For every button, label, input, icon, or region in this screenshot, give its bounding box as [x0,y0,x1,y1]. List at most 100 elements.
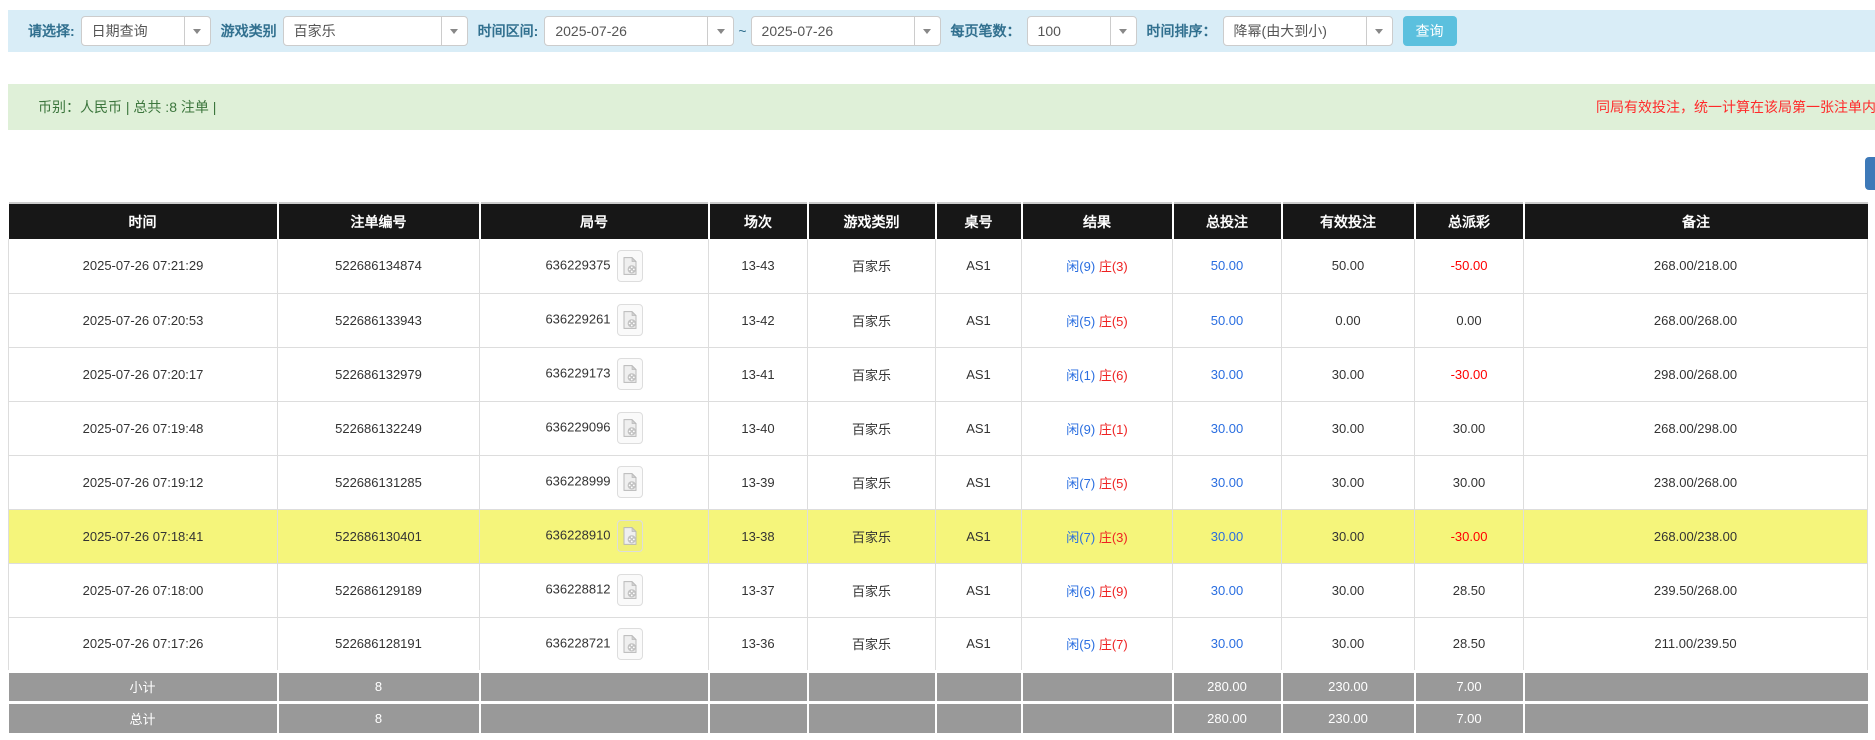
cell-remark: 268.00/268.00 [1524,293,1868,347]
cell-valid-bet: 30.00 [1282,347,1415,401]
tilde-separator: ~ [738,23,746,39]
cell-table-no: AS1 [936,617,1022,671]
currency-summary-text: 币别：人民币 | 总共 :8 注单 | [38,97,216,117]
cell-total-bet[interactable]: 30.00 [1173,401,1282,455]
video-replay-icon[interactable] [617,574,643,606]
cell-payout: -30.00 [1415,347,1524,401]
sort-value: 降幂(由大到小) [1224,21,1366,41]
table-row[interactable]: 2025-07-26 07:21:29 522686134874 6362293… [9,239,1868,293]
cell-remark: 238.00/268.00 [1524,455,1868,509]
cell-result: 闲(5) 庄(7) [1022,617,1173,671]
result-banker: 庄(1) [1099,422,1128,437]
result-player: 闲(7) [1066,530,1095,545]
cell-game-type: 百家乐 [808,239,936,293]
header-round-id: 局号 [480,203,709,239]
cell-total-bet[interactable]: 50.00 [1173,293,1282,347]
filter-bar: 请选择: 日期查询 游戏类别 百家乐 时间区间: 2025-07-26 ~ 20… [8,10,1875,52]
grand-total-valid-bet: 230.00 [1282,702,1415,733]
chevron-down-icon[interactable] [441,17,467,45]
cell-session: 13-40 [709,401,808,455]
date-to-select[interactable]: 2025-07-26 [751,16,941,46]
cell-bet-id: 522686128191 [278,617,480,671]
cell-total-bet[interactable]: 30.00 [1173,347,1282,401]
cell-total-bet[interactable]: 30.00 [1173,563,1282,617]
cell-session: 13-38 [709,509,808,563]
round-id-text: 636229096 [545,419,610,434]
cell-payout: -50.00 [1415,239,1524,293]
video-replay-icon[interactable] [617,358,643,390]
result-banker: 庄(5) [1099,314,1128,329]
cell-valid-bet: 30.00 [1282,617,1415,671]
table-row[interactable]: 2025-07-26 07:20:53 522686133943 6362292… [9,293,1868,347]
round-id-text: 636228812 [545,581,610,596]
table-row[interactable]: 2025-07-26 07:17:26 522686128191 6362287… [9,617,1868,671]
cell-remark: 268.00/218.00 [1524,239,1868,293]
cell-payout: -30.00 [1415,509,1524,563]
round-id-text: 636228999 [545,473,610,488]
video-replay-icon[interactable] [617,520,643,552]
page-size-label: 每页笔数： [951,21,1021,41]
chevron-down-icon[interactable] [1110,17,1136,45]
subtotal-valid-bet: 230.00 [1282,671,1415,702]
table-row[interactable]: 2025-07-26 07:19:12 522686131285 6362289… [9,455,1868,509]
same-round-notice-text: 同局有效投注，统一计算在该局第一张注单内 [1596,97,1875,117]
result-player: 闲(5) [1066,314,1095,329]
result-banker: 庄(9) [1099,584,1128,599]
chevron-down-icon[interactable] [184,17,210,45]
cell-remark: 268.00/298.00 [1524,401,1868,455]
cell-total-bet[interactable]: 30.00 [1173,455,1282,509]
export-button-cutoff[interactable] [1865,157,1875,190]
cell-valid-bet: 30.00 [1282,509,1415,563]
cell-payout: 30.00 [1415,455,1524,509]
cell-game-type: 百家乐 [808,563,936,617]
cell-total-bet[interactable]: 30.00 [1173,617,1282,671]
cell-game-type: 百家乐 [808,455,936,509]
cell-bet-id: 522686132249 [278,401,480,455]
result-banker: 庄(3) [1099,259,1128,274]
query-button[interactable]: 查询 [1403,16,1457,46]
table-body: 2025-07-26 07:21:29 522686134874 6362293… [9,239,1868,671]
cell-round-id: 636229261 [480,293,709,347]
result-banker: 庄(6) [1099,368,1128,383]
cell-session: 13-36 [709,617,808,671]
cell-total-bet[interactable]: 50.00 [1173,239,1282,293]
subtotal-row: 小计 8 280.00 230.00 7.00 [9,671,1868,702]
date-from-select[interactable]: 2025-07-26 [544,16,734,46]
sort-select[interactable]: 降幂(由大到小) [1223,16,1393,46]
table-row[interactable]: 2025-07-26 07:20:17 522686132979 6362291… [9,347,1868,401]
header-total-bet: 总投注 [1173,203,1282,239]
page-size-value: 100 [1028,23,1110,39]
cell-round-id: 636228910 [480,509,709,563]
query-type-select[interactable]: 日期查询 [81,16,211,46]
table-row[interactable]: 2025-07-26 07:19:48 522686132249 6362290… [9,401,1868,455]
cell-valid-bet: 50.00 [1282,239,1415,293]
video-replay-icon[interactable] [617,466,643,498]
video-replay-icon[interactable] [617,250,643,282]
cell-time: 2025-07-26 07:18:41 [9,509,278,563]
video-replay-icon[interactable] [617,628,643,660]
cell-round-id: 636229173 [480,347,709,401]
cell-bet-id: 522686129189 [278,563,480,617]
chevron-down-icon[interactable] [1366,17,1392,45]
table-row[interactable]: 2025-07-26 07:18:00 522686129189 6362288… [9,563,1868,617]
video-replay-icon[interactable] [617,412,643,444]
header-table-no: 桌号 [936,203,1022,239]
cell-total-bet[interactable]: 30.00 [1173,509,1282,563]
cell-table-no: AS1 [936,563,1022,617]
cell-result: 闲(6) 庄(9) [1022,563,1173,617]
cell-session: 13-37 [709,563,808,617]
chevron-down-icon[interactable] [707,17,733,45]
chevron-down-icon[interactable] [914,17,940,45]
video-replay-icon[interactable] [617,304,643,336]
result-player: 闲(6) [1066,584,1095,599]
cell-bet-id: 522686131285 [278,455,480,509]
cell-time: 2025-07-26 07:18:00 [9,563,278,617]
cell-result: 闲(5) 庄(5) [1022,293,1173,347]
game-type-select[interactable]: 百家乐 [283,16,468,46]
cell-time: 2025-07-26 07:17:26 [9,617,278,671]
bet-records-table-wrap: 时间 注单编号 局号 场次 游戏类别 桌号 结果 总投注 有效投注 总派彩 备注… [8,202,1868,733]
cell-round-id: 636228721 [480,617,709,671]
table-row[interactable]: 2025-07-26 07:18:41 522686130401 6362289… [9,509,1868,563]
grand-total-payout: 7.00 [1415,702,1524,733]
page-size-select[interactable]: 100 [1027,16,1137,46]
